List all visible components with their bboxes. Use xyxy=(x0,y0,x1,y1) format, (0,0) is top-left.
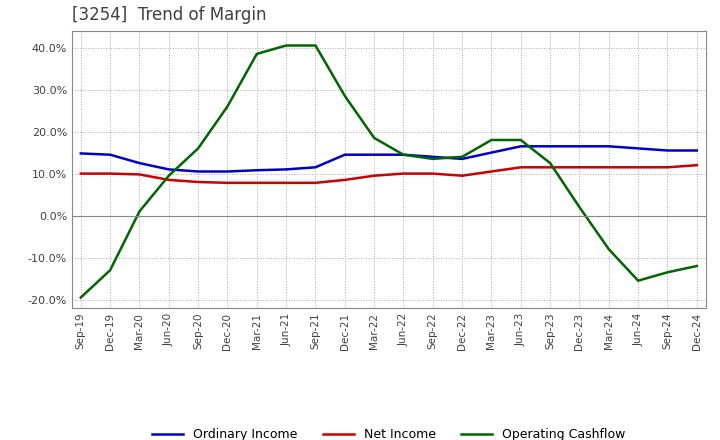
Operating Cashflow xyxy=(341,93,349,99)
Net Income xyxy=(106,171,114,176)
Ordinary Income xyxy=(428,154,437,159)
Operating Cashflow xyxy=(253,51,261,56)
Net Income xyxy=(311,180,320,186)
Line: Net Income: Net Income xyxy=(81,165,697,183)
Net Income xyxy=(663,165,672,170)
Text: [3254]  Trend of Margin: [3254] Trend of Margin xyxy=(72,6,266,24)
Operating Cashflow xyxy=(106,268,114,273)
Operating Cashflow xyxy=(282,43,290,48)
Ordinary Income xyxy=(663,148,672,153)
Net Income xyxy=(76,171,85,176)
Net Income xyxy=(194,180,202,185)
Ordinary Income xyxy=(605,143,613,149)
Ordinary Income xyxy=(546,143,554,149)
Operating Cashflow xyxy=(399,152,408,158)
Ordinary Income xyxy=(516,143,525,149)
Ordinary Income xyxy=(487,150,496,155)
Operating Cashflow xyxy=(76,295,85,300)
Operating Cashflow xyxy=(428,156,437,161)
Ordinary Income xyxy=(693,148,701,153)
Net Income xyxy=(458,173,467,178)
Ordinary Income xyxy=(106,152,114,158)
Operating Cashflow xyxy=(575,205,584,210)
Net Income xyxy=(341,177,349,183)
Line: Ordinary Income: Ordinary Income xyxy=(81,146,697,172)
Ordinary Income xyxy=(194,169,202,174)
Net Income xyxy=(223,180,232,186)
Line: Operating Cashflow: Operating Cashflow xyxy=(81,45,697,297)
Net Income xyxy=(135,172,144,177)
Operating Cashflow xyxy=(546,161,554,166)
Operating Cashflow xyxy=(135,209,144,214)
Ordinary Income xyxy=(341,152,349,158)
Ordinary Income xyxy=(164,167,173,172)
Ordinary Income xyxy=(634,146,642,151)
Operating Cashflow xyxy=(605,246,613,252)
Net Income xyxy=(575,165,584,170)
Net Income xyxy=(370,173,379,178)
Ordinary Income xyxy=(223,169,232,174)
Operating Cashflow xyxy=(693,264,701,269)
Operating Cashflow xyxy=(194,146,202,151)
Net Income xyxy=(253,180,261,186)
Ordinary Income xyxy=(575,143,584,149)
Ordinary Income xyxy=(370,152,379,158)
Net Income xyxy=(164,177,173,183)
Ordinary Income xyxy=(458,156,467,161)
Ordinary Income xyxy=(311,165,320,170)
Net Income xyxy=(634,165,642,170)
Net Income xyxy=(605,165,613,170)
Operating Cashflow xyxy=(164,173,173,178)
Net Income xyxy=(487,169,496,174)
Ordinary Income xyxy=(253,168,261,173)
Net Income xyxy=(693,162,701,168)
Operating Cashflow xyxy=(516,137,525,143)
Net Income xyxy=(428,171,437,176)
Net Income xyxy=(546,165,554,170)
Ordinary Income xyxy=(399,152,408,158)
Net Income xyxy=(282,180,290,186)
Operating Cashflow xyxy=(634,278,642,283)
Operating Cashflow xyxy=(458,154,467,159)
Legend: Ordinary Income, Net Income, Operating Cashflow: Ordinary Income, Net Income, Operating C… xyxy=(147,423,631,440)
Ordinary Income xyxy=(135,161,144,166)
Ordinary Income xyxy=(76,151,85,156)
Net Income xyxy=(399,171,408,176)
Net Income xyxy=(516,165,525,170)
Operating Cashflow xyxy=(223,104,232,109)
Operating Cashflow xyxy=(487,137,496,143)
Operating Cashflow xyxy=(370,135,379,140)
Ordinary Income xyxy=(282,167,290,172)
Operating Cashflow xyxy=(663,270,672,275)
Operating Cashflow xyxy=(311,43,320,48)
